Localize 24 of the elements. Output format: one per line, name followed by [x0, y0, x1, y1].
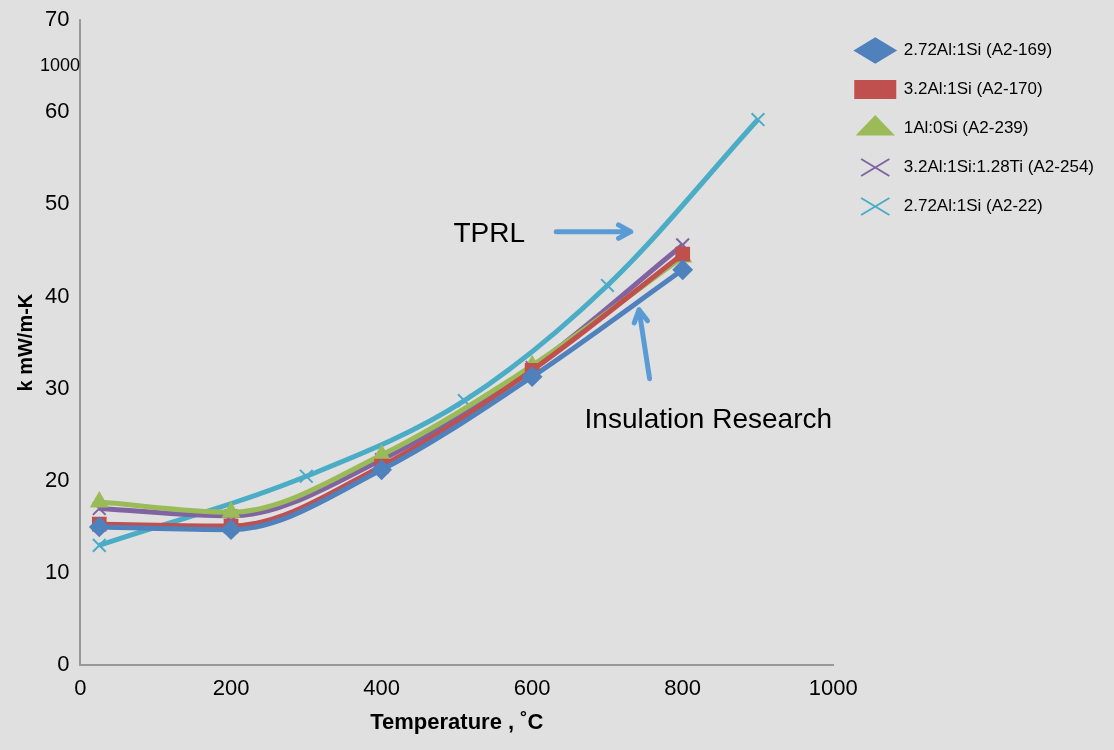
- x-tick-label: 1000: [808, 675, 858, 701]
- annotation: Insulation Research: [584, 403, 833, 435]
- x-tick-label: 600: [513, 675, 551, 701]
- legend-label: 2.72Al:1Si (A2-169): [903, 40, 1053, 60]
- legend-label: 1Al:0Si (A2-239): [903, 118, 1029, 138]
- x-tick-label: 0: [74, 675, 87, 701]
- y-tick-label: 70: [44, 6, 70, 32]
- x-tick-label: 200: [212, 675, 250, 701]
- y-tick-label: 40: [44, 282, 70, 308]
- legend-label: 2.72Al:1Si (A2-22): [903, 196, 1043, 216]
- annotation: 1000: [40, 54, 81, 75]
- legend-label: 3.2Al:1Si (A2-170): [903, 79, 1043, 99]
- y-tick-label: 50: [44, 190, 70, 216]
- x-axis-title: Temperature , ˚C: [370, 708, 544, 734]
- legend-label: 3.2Al:1Si:1.28Ti (A2-254): [903, 157, 1094, 177]
- x-tick-label: 800: [664, 675, 702, 701]
- y-tick-label: 20: [44, 466, 70, 492]
- y-tick-label: 0: [57, 651, 70, 677]
- y-tick-label: 30: [44, 374, 70, 400]
- annotation: TPRL: [453, 216, 526, 248]
- y-tick-label: 10: [44, 559, 70, 585]
- y-axis-title: k mW/m-K: [13, 293, 36, 392]
- x-tick-label: 400: [363, 675, 400, 701]
- y-tick-label: 60: [44, 98, 70, 124]
